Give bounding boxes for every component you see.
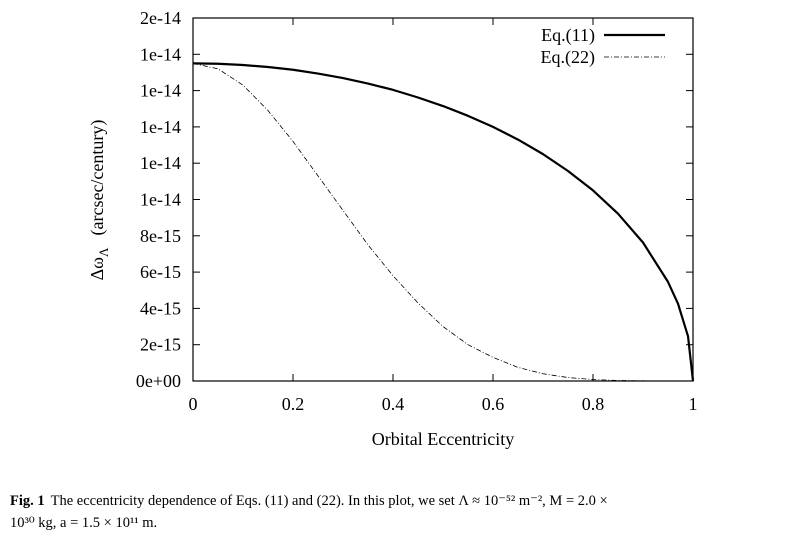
legend: Eq.(11) Eq.(22) bbox=[541, 25, 665, 68]
x-tick-label: 0.8 bbox=[582, 394, 605, 414]
x-tick-label: 0 bbox=[189, 394, 198, 414]
svg-text:ΔωΛ(arcsec/century): ΔωΛ (arcsec/century) bbox=[87, 120, 111, 281]
legend-label-eq11: Eq.(11) bbox=[541, 25, 595, 46]
y-tick-label: 1e-14 bbox=[140, 44, 181, 64]
x-axis-label: Orbital Eccentricity bbox=[372, 429, 514, 449]
y-tick-label: 6e-15 bbox=[140, 262, 181, 282]
series-layer bbox=[192, 62, 695, 382]
x-tick-label: 0.2 bbox=[282, 394, 305, 414]
y-axis-label-units: (arcsec/century) bbox=[87, 120, 108, 236]
y-ticks: 0e+00 2e-15 4e-15 6e-15 8e-15 1e-14 1e-14 1e-14… bbox=[136, 8, 693, 391]
y-tick-label: 2e-14 bbox=[140, 8, 181, 28]
plot-frame bbox=[192, 17, 694, 382]
y-tick-label: 1e-14 bbox=[140, 81, 181, 101]
y-tick-label: 1e-14 bbox=[140, 153, 181, 173]
figure-caption: Fig. 1 The eccentricity dependence of Eqs… bbox=[10, 490, 795, 534]
y-tick-label: 0e+00 bbox=[136, 371, 181, 391]
y-axis-label-symbol: Δω bbox=[87, 257, 107, 281]
caption-text-line-2: 10³⁰ kg, a = 1.5 × 10¹¹ m. bbox=[10, 515, 158, 531]
caption-figure-label: Fig. 1 bbox=[10, 493, 45, 509]
x-tick-label: 0.4 bbox=[382, 394, 405, 414]
legend-label-eq22: Eq.(22) bbox=[541, 47, 595, 68]
y-tick-label: 8e-15 bbox=[140, 226, 181, 246]
series-line-eq11 bbox=[192, 62, 695, 382]
x-tick-label: 0.6 bbox=[482, 394, 505, 414]
x-tick-label: 1 bbox=[689, 394, 698, 414]
caption-line-1: Fig. 1 The eccentricity dependence of Eqs… bbox=[10, 490, 795, 512]
y-axis-label: ΔωΛ (arcsec/century) bbox=[87, 120, 111, 281]
y-tick-label: 2e-15 bbox=[140, 335, 181, 355]
caption-text-line-1: The eccentricity dependence of Eqs. (11)… bbox=[50, 493, 608, 509]
y-tick-label: 1e-14 bbox=[140, 190, 181, 210]
y-tick-label: 1e-14 bbox=[140, 117, 181, 137]
x-ticks: 0 0.2 0.4 0.6 0.8 1 bbox=[189, 18, 698, 414]
y-tick-label: 4e-15 bbox=[140, 298, 181, 318]
y-axis-label-subscript: Λ bbox=[96, 247, 111, 257]
series-line-eq22 bbox=[192, 62, 693, 382]
chart: 0 0.2 0.4 0.6 0.8 1 0e+00 2e-15 4e-15 6e-15 8e-15… bbox=[87, 8, 698, 449]
